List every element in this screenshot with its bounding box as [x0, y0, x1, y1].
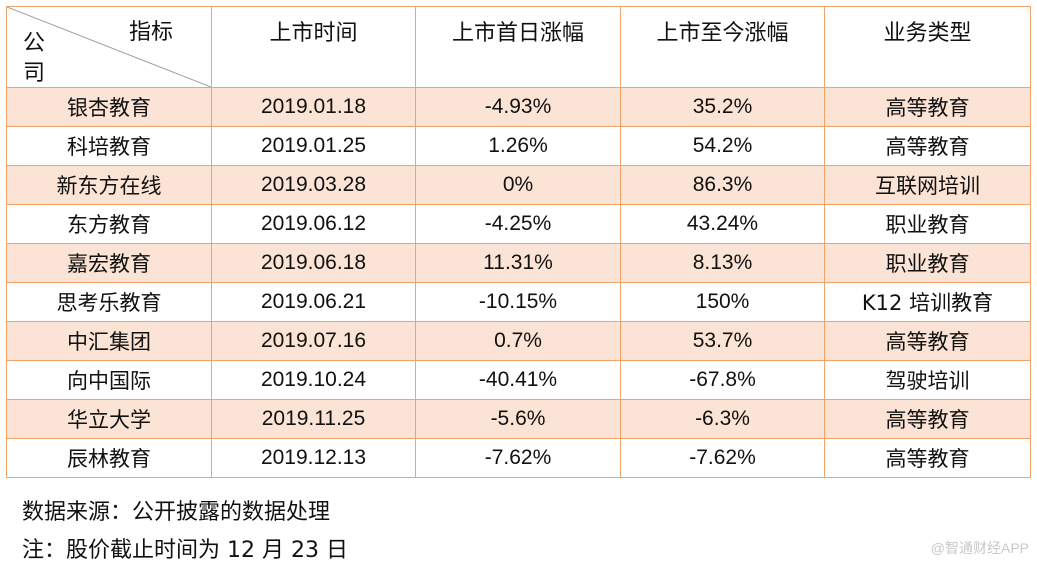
- table-row: 嘉宏教育 2019.06.18 11.31% 8.13% 职业教育: [6, 243, 1031, 283]
- business-type-cell: K12 培训教育: [824, 282, 1031, 322]
- listing-date-cell: 2019.12.13: [211, 438, 416, 478]
- business-type-cell: 高等教育: [824, 399, 1031, 439]
- change-to-date-cell: 86.3%: [620, 165, 825, 205]
- change-to-date-cell: 53.7%: [620, 321, 825, 361]
- business-type-cell: 高等教育: [824, 87, 1031, 127]
- column-header-listing-date: 上市时间: [211, 6, 416, 88]
- first-day-change-cell: -40.41%: [415, 360, 621, 400]
- company-cell: 科培教育: [6, 126, 212, 166]
- change-to-date-cell: -7.62%: [620, 438, 825, 478]
- change-to-date-cell: -67.8%: [620, 360, 825, 400]
- change-to-date-cell: 43.24%: [620, 204, 825, 244]
- company-cell: 嘉宏教育: [6, 243, 212, 283]
- first-day-change-cell: -5.6%: [415, 399, 621, 439]
- table-row: 向中国际 2019.10.24 -40.41% -67.8% 驾驶培训: [6, 360, 1031, 400]
- first-day-change-cell: 0.7%: [415, 321, 621, 361]
- table-row: 东方教育 2019.06.12 -4.25% 43.24% 职业教育: [6, 204, 1031, 244]
- first-day-change-cell: -10.15%: [415, 282, 621, 322]
- first-day-change-cell: -4.25%: [415, 204, 621, 244]
- corner-label-indicator: 指标: [128, 20, 173, 45]
- company-cell: 银杏教育: [6, 87, 212, 127]
- company-cell: 华立大学: [6, 399, 212, 439]
- listing-table: 指标 公司 上市时间 上市首日涨幅 上市至今涨幅 业务类型 银杏教育 2019.0…: [6, 6, 1031, 478]
- change-to-date-cell: 54.2%: [620, 126, 825, 166]
- change-to-date-cell: -6.3%: [620, 399, 825, 439]
- business-type-cell: 高等教育: [824, 126, 1031, 166]
- change-to-date-cell: 35.2%: [620, 87, 825, 127]
- listing-date-cell: 2019.06.18: [211, 243, 416, 283]
- watermark-logo: @智通财经APP: [930, 540, 1029, 556]
- cutoff-note: 注：股价截止时间为 12 月 23 日: [22, 538, 348, 563]
- business-type-cell: 高等教育: [824, 438, 1031, 478]
- first-day-change-cell: -7.62%: [415, 438, 621, 478]
- listing-date-cell: 2019.06.12: [211, 204, 416, 244]
- table-header-row: 指标 公司 上市时间 上市首日涨幅 上市至今涨幅 业务类型: [6, 6, 1031, 88]
- corner-label-company: 公司: [23, 31, 46, 86]
- table-row: 华立大学 2019.11.25 -5.6% -6.3% 高等教育: [6, 399, 1031, 439]
- column-header-change-to-date: 上市至今涨幅: [620, 6, 825, 88]
- company-cell: 东方教育: [6, 204, 212, 244]
- business-type-cell: 驾驶培训: [824, 360, 1031, 400]
- listing-date-cell: 2019.01.25: [211, 126, 416, 166]
- column-header-first-day-change: 上市首日涨幅: [415, 6, 621, 88]
- table-row: 思考乐教育 2019.06.21 -10.15% 150% K12 培训教育: [6, 282, 1031, 322]
- first-day-change-cell: 1.26%: [415, 126, 621, 166]
- company-cell: 向中国际: [6, 360, 212, 400]
- corner-header-cell: 指标 公司: [6, 6, 212, 88]
- diagonal-divider: [7, 7, 211, 87]
- table-row: 中汇集团 2019.07.16 0.7% 53.7% 高等教育: [6, 321, 1031, 361]
- listing-date-cell: 2019.10.24: [211, 360, 416, 400]
- listing-date-cell: 2019.03.28: [211, 165, 416, 205]
- change-to-date-cell: 150%: [620, 282, 825, 322]
- first-day-change-cell: 0%: [415, 165, 621, 205]
- listing-date-cell: 2019.01.18: [211, 87, 416, 127]
- table-row: 辰林教育 2019.12.13 -7.62% -7.62% 高等教育: [6, 438, 1031, 478]
- listing-date-cell: 2019.11.25: [211, 399, 416, 439]
- table-row: 科培教育 2019.01.25 1.26% 54.2% 高等教育: [6, 126, 1031, 166]
- listing-date-cell: 2019.07.16: [211, 321, 416, 361]
- business-type-cell: 职业教育: [824, 204, 1031, 244]
- business-type-cell: 职业教育: [824, 243, 1031, 283]
- first-day-change-cell: -4.93%: [415, 87, 621, 127]
- company-cell: 思考乐教育: [6, 282, 212, 322]
- company-cell: 新东方在线: [6, 165, 212, 205]
- table-body: 银杏教育 2019.01.18 -4.93% 35.2% 高等教育 科培教育 2019.01…: [6, 87, 1031, 478]
- first-day-change-cell: 11.31%: [415, 243, 621, 283]
- source-note: 数据来源：公开披露的数据处理: [22, 500, 331, 525]
- company-cell: 辰林教育: [6, 438, 212, 478]
- business-type-cell: 互联网培训: [824, 165, 1031, 205]
- table-row: 银杏教育 2019.01.18 -4.93% 35.2% 高等教育: [6, 87, 1031, 127]
- business-type-cell: 高等教育: [824, 321, 1031, 361]
- column-header-business-type: 业务类型: [824, 6, 1031, 88]
- listing-date-cell: 2019.06.21: [211, 282, 416, 322]
- company-cell: 中汇集团: [6, 321, 212, 361]
- table-row: 新东方在线 2019.03.28 0% 86.3% 互联网培训: [6, 165, 1031, 205]
- change-to-date-cell: 8.13%: [620, 243, 825, 283]
